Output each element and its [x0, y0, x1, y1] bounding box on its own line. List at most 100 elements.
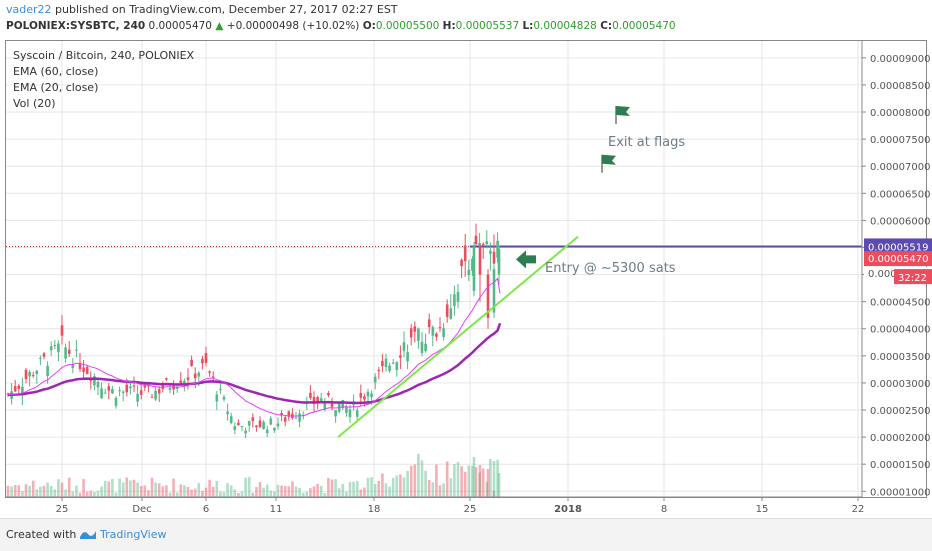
- tradingview-link[interactable]: TradingView: [100, 528, 167, 541]
- candle-body: [492, 269, 496, 313]
- candle-body: [190, 359, 193, 366]
- volume-bar: [384, 483, 388, 497]
- volume-bar: [111, 478, 114, 497]
- volume-bar: [168, 492, 172, 497]
- candle-body: [417, 328, 420, 341]
- candle-body: [427, 319, 431, 328]
- volume-bar: [96, 490, 100, 497]
- author-link[interactable]: vader22: [6, 3, 52, 16]
- volume-bar: [388, 486, 391, 497]
- candle-body: [424, 343, 427, 351]
- close-value: 0.00005470: [612, 20, 676, 32]
- volume-bar: [330, 479, 334, 497]
- volume-bar: [402, 477, 406, 497]
- candle-body: [35, 370, 39, 374]
- time-tick-label: 2018: [554, 504, 582, 515]
- volume-bar: [262, 487, 265, 497]
- candle-body: [49, 346, 53, 351]
- candle-body: [298, 413, 301, 422]
- price-tick-label: 0.00007500: [870, 135, 930, 146]
- volume-bar: [211, 486, 215, 497]
- time-tick-label: 8: [661, 504, 667, 515]
- volume-bar: [283, 486, 287, 497]
- candlesticks: [6, 223, 501, 439]
- volume-bar: [337, 488, 341, 497]
- high-value: 0.00005537: [455, 20, 520, 32]
- candle-body: [449, 308, 453, 319]
- volume-bar: [492, 490, 496, 497]
- volume-bar: [226, 483, 229, 497]
- volume-bar: [82, 479, 85, 497]
- candle-body: [255, 425, 258, 428]
- volume-bar: [460, 466, 463, 497]
- candle-body: [373, 376, 377, 383]
- volume-bar: [75, 485, 78, 497]
- volume-bar: [247, 477, 251, 497]
- volume-bar: [244, 477, 247, 497]
- candle-body: [233, 426, 237, 430]
- volume-bar: [265, 484, 269, 497]
- volume-bar: [17, 485, 21, 497]
- legend-ema60[interactable]: EMA (60, close): [13, 65, 99, 78]
- volume-bar: [201, 490, 204, 497]
- price-tick-label: 0.00009000: [870, 54, 930, 65]
- candle-body: [139, 390, 143, 395]
- candle-body: [215, 394, 219, 402]
- candle-body: [402, 342, 406, 351]
- candle-body: [420, 341, 424, 353]
- volume-bar: [301, 492, 305, 497]
- candle-body: [262, 421, 265, 429]
- candle-body: [435, 333, 438, 337]
- entry-arrow-icon: [516, 250, 536, 269]
- candle-body: [312, 397, 316, 405]
- volume-bar: [381, 473, 384, 497]
- volume-bar: [276, 484, 280, 497]
- candle-body: [497, 249, 501, 275]
- volume-bar: [89, 490, 93, 497]
- candle-body: [75, 349, 78, 351]
- volume-bar: [118, 478, 121, 497]
- candle-body: [406, 352, 409, 362]
- volume-bar: [183, 485, 186, 497]
- candle-body: [327, 393, 330, 396]
- candle-body: [186, 377, 190, 380]
- volume-bar: [323, 492, 327, 497]
- open-label: O:: [362, 20, 376, 32]
- candle-body: [64, 347, 67, 359]
- volume-bar: [478, 465, 482, 497]
- volume-bar: [175, 492, 179, 497]
- candle-body: [28, 371, 31, 377]
- legend-volume[interactable]: Vol (20): [13, 97, 56, 110]
- candle-body: [136, 393, 139, 402]
- volume-bar: [24, 484, 28, 497]
- candle-body: [100, 388, 103, 399]
- volume-bar: [21, 491, 24, 497]
- volume-bar: [53, 489, 57, 497]
- volume-bar: [478, 472, 481, 497]
- volume-bar: [190, 489, 193, 497]
- volume-bar: [154, 482, 157, 497]
- volume-bar: [93, 491, 96, 497]
- candle-body: [294, 417, 298, 419]
- candle-body: [96, 381, 100, 388]
- volume-bar: [57, 479, 60, 497]
- volume-bar: [229, 485, 233, 497]
- candle-body: [471, 258, 474, 271]
- volume-bar: [395, 475, 399, 497]
- legend-ema20[interactable]: EMA (20, close): [13, 81, 99, 94]
- candle-body: [445, 304, 449, 317]
- volume-bar: [35, 489, 39, 497]
- candle-body: [247, 420, 251, 426]
- volume-bar: [294, 486, 298, 497]
- candle-body: [183, 380, 186, 384]
- volume-bar: [305, 491, 309, 497]
- volume-bar: [240, 491, 244, 497]
- candle-body: [287, 411, 291, 417]
- volume-bar: [489, 458, 492, 497]
- time-tick-label: 15: [756, 504, 769, 515]
- candle-body: [345, 406, 348, 413]
- volume-bar: [497, 473, 501, 497]
- volume-bar: [28, 485, 31, 497]
